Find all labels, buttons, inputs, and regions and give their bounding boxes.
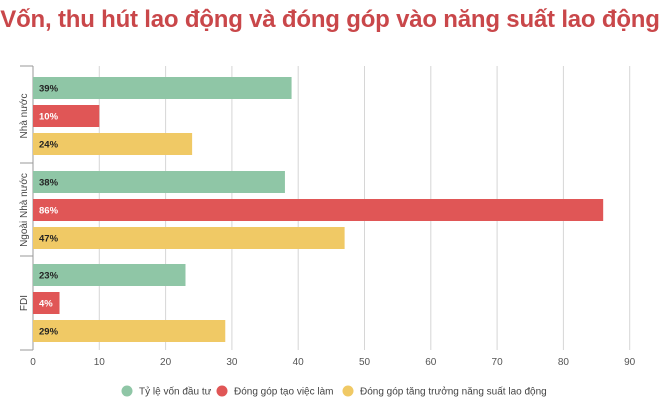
x-tick-label: 30 [226,357,238,368]
legend-label: Đóng góp tạo việc làm [234,387,334,398]
bar [33,227,345,249]
x-tick-label: 0 [30,357,36,368]
data-label: 86% [39,206,59,217]
category-label: Nhà nước [19,94,30,139]
x-tick-label: 20 [160,357,172,368]
chart-title: Vốn, thu hút lao động và đóng góp vào nă… [0,6,660,33]
data-label: 4% [39,299,53,310]
legend-marker [216,385,228,397]
data-label: 47% [39,234,59,245]
data-label: 39% [39,84,59,95]
bar [33,105,100,127]
data-label: 24% [39,140,59,151]
bar [33,77,292,99]
legend-label: Đóng góp tăng trưởng năng suất lao động [360,386,547,398]
legend-marker [342,385,354,397]
legend-label: Tỷ lệ vốn đầu tư [139,386,212,398]
bar [33,292,60,314]
data-label: 23% [39,271,59,282]
bar [33,199,604,221]
x-tick-label: 40 [293,357,305,368]
x-tick-label: 70 [492,357,504,368]
x-tick-label: 60 [425,357,437,368]
legend-marker [121,385,133,397]
x-tick-label: 10 [94,357,106,368]
x-tick-label: 90 [624,357,636,368]
bar [33,320,226,342]
data-label: 10% [39,112,59,123]
category-label: FDI [19,295,30,311]
bar [33,133,193,155]
bar [33,171,285,193]
x-tick-label: 50 [359,357,371,368]
data-label: 38% [39,178,59,189]
x-tick-label: 80 [558,357,570,368]
data-label: 29% [39,327,59,338]
bar [33,264,186,286]
category-label: Ngoài Nhà nước [19,173,30,247]
